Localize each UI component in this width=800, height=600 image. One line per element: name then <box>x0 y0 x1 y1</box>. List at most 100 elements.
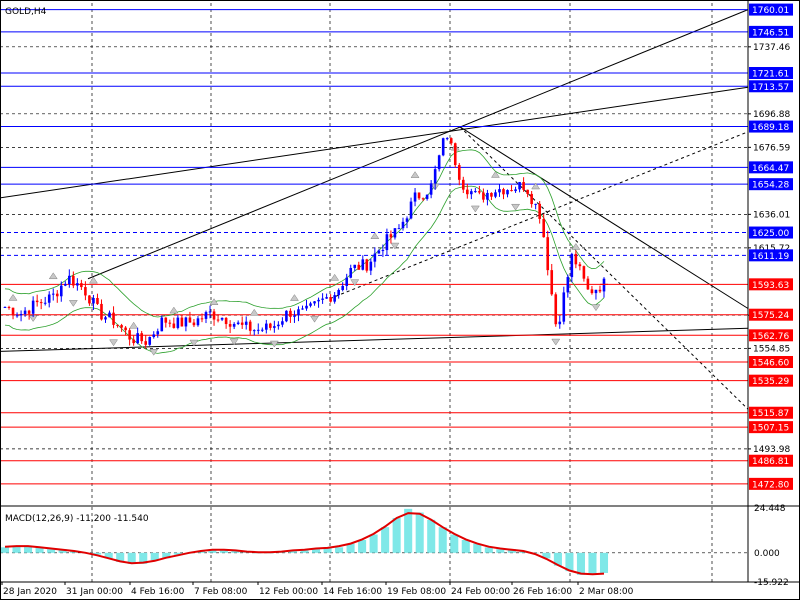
macd-bar <box>173 552 182 555</box>
fractal-marker <box>370 232 380 239</box>
price-level-label: 1611.19 <box>752 252 789 262</box>
fractal-marker <box>149 349 159 356</box>
candle-body <box>602 278 606 292</box>
candle-body <box>301 308 304 310</box>
price-tick-label: 1554.85 <box>753 344 790 354</box>
fractal-marker <box>48 272 58 280</box>
candle-body <box>437 155 441 170</box>
candle-body <box>546 237 550 271</box>
candle-body <box>357 264 361 270</box>
date-tick-label: 31 Jan 00:00 <box>66 587 123 597</box>
trend-line <box>0 86 749 199</box>
date-tick-label: 14 Feb 16:00 <box>323 587 382 597</box>
price-level-tag <box>749 329 793 342</box>
price-level-label: 1575.24 <box>752 311 789 321</box>
candle-body <box>514 189 517 192</box>
candle-body <box>385 234 389 251</box>
macd-bar <box>427 519 436 553</box>
price-level-tag <box>749 477 793 490</box>
macd-bar <box>311 549 321 553</box>
candle-body <box>224 317 228 325</box>
candle-body <box>144 341 148 345</box>
price-level-label: 1515.87 <box>752 409 789 419</box>
macd-bar <box>415 512 424 553</box>
candle-body <box>148 337 152 345</box>
price-level-label: 1535.29 <box>752 377 789 387</box>
candle-body <box>325 297 328 299</box>
candle-body <box>433 169 437 184</box>
candle-body <box>76 283 79 286</box>
candle-body <box>530 193 533 205</box>
fractal-markers <box>8 143 601 356</box>
macd-bar <box>127 552 136 564</box>
price-level-label: 1546.60 <box>752 358 789 368</box>
macd-bar <box>484 547 493 553</box>
candle-body <box>192 322 196 326</box>
price-level-lines <box>0 9 748 485</box>
candle-body <box>55 293 59 297</box>
candle-body <box>112 312 115 325</box>
macd-bar <box>335 547 344 553</box>
macd-bar <box>219 549 228 553</box>
candle-body <box>466 189 469 195</box>
candle-body <box>108 312 111 318</box>
price-level-label: 1689.18 <box>752 123 789 133</box>
price-level-label: 1664.47 <box>752 164 789 174</box>
macd-bar <box>542 552 551 559</box>
date-tick-label: 19 Feb 08:00 <box>387 587 446 597</box>
candle-body <box>104 317 107 320</box>
candle-body <box>309 303 312 306</box>
macd-bar <box>323 547 332 553</box>
candle-body <box>337 289 340 296</box>
candles <box>3 137 608 349</box>
price-level-tag <box>749 406 793 419</box>
candle-body <box>474 191 477 193</box>
fractal-marker <box>531 182 541 190</box>
candle-body <box>313 301 316 304</box>
fractal-marker <box>571 242 581 250</box>
macd-bar <box>346 543 355 553</box>
price-level-tag <box>749 25 793 38</box>
candle-body <box>3 306 7 308</box>
fractal-marker <box>88 276 98 284</box>
candle-body <box>538 203 541 219</box>
candle-body <box>156 331 160 335</box>
price-level-tag <box>749 278 793 291</box>
candle-body <box>228 324 232 327</box>
candle-body <box>534 203 537 205</box>
candle-body <box>39 302 43 304</box>
candle-body <box>172 323 176 328</box>
candle-body <box>502 189 505 195</box>
macd-bar <box>288 550 298 553</box>
date-axis: 28 Jan 2020 31 Jan 00:00 4 Feb 16:00 7 Feb … <box>1 582 634 597</box>
candle-body <box>461 179 465 190</box>
macd-bar <box>404 508 413 553</box>
macd-bar <box>162 552 171 559</box>
candle-body <box>35 300 39 303</box>
fractal-marker <box>330 273 340 281</box>
price-level-tag <box>749 421 793 434</box>
candle-body <box>100 303 103 320</box>
candle-body <box>92 298 95 304</box>
macd-signal <box>4 512 605 576</box>
candle-body <box>27 310 31 314</box>
candle-body <box>277 324 280 327</box>
fractal-marker <box>189 339 199 347</box>
candle-body <box>68 275 71 285</box>
candle-body <box>196 318 200 326</box>
candle-body <box>265 323 268 330</box>
price-level-label: 1654.28 <box>752 181 789 191</box>
macd-tick-label: -15.922 <box>754 578 789 588</box>
candle-body <box>449 138 453 144</box>
candle-body <box>345 277 349 286</box>
fractal-marker <box>269 340 279 348</box>
candle-body <box>341 285 344 290</box>
price-level-tag <box>749 454 793 467</box>
macd-signal-line <box>4 512 605 576</box>
candle-body <box>429 183 433 195</box>
candle-body <box>586 278 590 290</box>
price-axis: 1737.461696.881676.591636.011615.721574.… <box>748 3 793 588</box>
macd-bar <box>392 517 401 553</box>
candle-body <box>558 321 562 325</box>
